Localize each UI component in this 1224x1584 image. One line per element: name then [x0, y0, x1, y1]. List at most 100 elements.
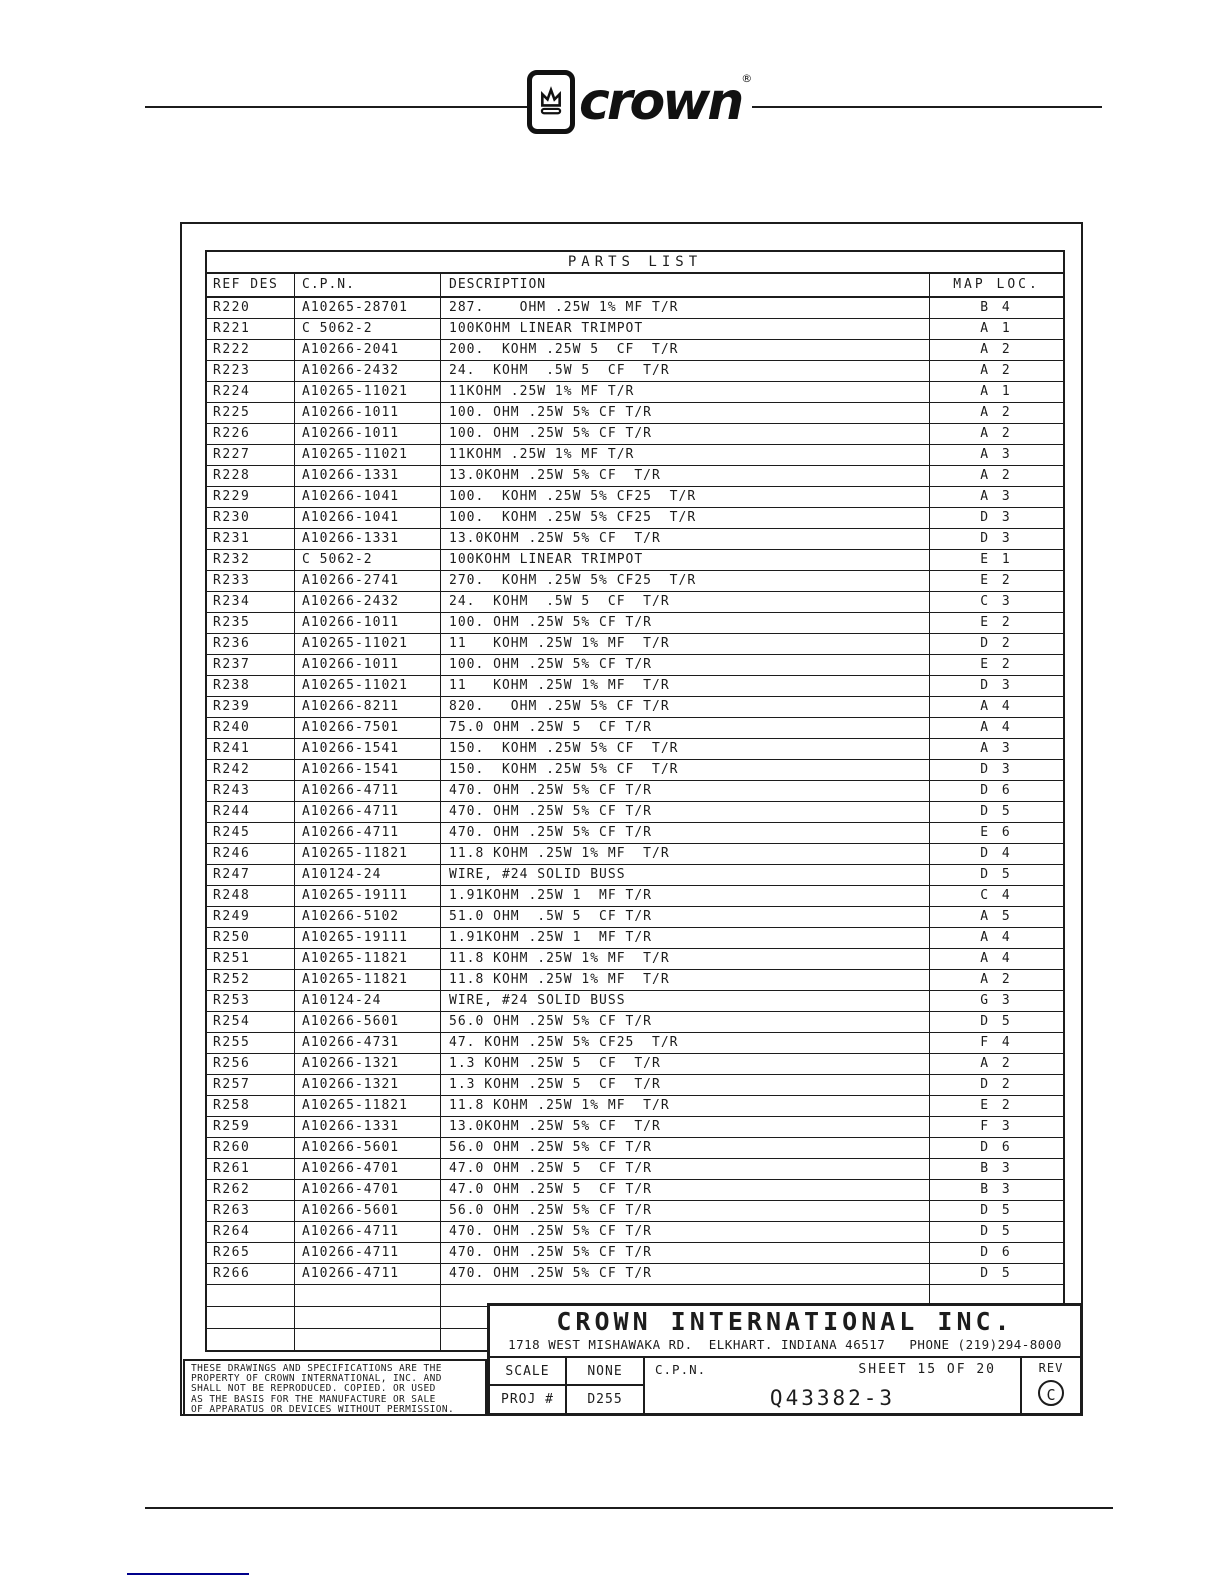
table-cell: R243: [213, 783, 251, 798]
company-address: 1718 WEST MISHAWAKA RD. ELKHART. INDIANA…: [490, 1336, 1080, 1358]
link-underline[interactable]: [127, 1573, 249, 1575]
table-cell: C 3: [929, 592, 1063, 612]
table-cell: 150. KOHM .25W 5% CF T/R: [440, 760, 929, 780]
table-cell: A10124-24: [294, 991, 440, 1011]
table-cell: R225: [213, 405, 251, 420]
table-cell: R252: [213, 972, 251, 987]
table-row: R237 A10266-1011 100. OHM .25W 5% CF T/R E …: [207, 655, 1063, 676]
sheet-number: SHEET 15 OF 20: [858, 1362, 996, 1377]
table-cell: A 2: [929, 466, 1063, 486]
table-cell: WIRE, #24 SOLID BUSS: [440, 865, 929, 885]
table-row: R247 A10124-24 WIRE, #24 SOLID BUSS D 5: [207, 865, 1063, 886]
table-cell: A10265-11021: [294, 445, 440, 465]
column-header-cpn: C.P.N.: [294, 274, 440, 296]
table-cell: R229: [213, 489, 251, 504]
table-cell: A10266-1041: [294, 487, 440, 507]
table-row: R230 A10266-1041 100. KOHM .25W 5% CF25 T/…: [207, 508, 1063, 529]
table-row: R224 A10265-11021 11KOHM .25W 1% MF T/R A 1: [207, 382, 1063, 403]
table-cell: A10265-11821: [294, 949, 440, 969]
table-cell: R220: [213, 300, 251, 315]
table-cell: A10266-2041: [294, 340, 440, 360]
table-cell: 11.8 KOHM .25W 1% MF T/R: [440, 949, 929, 969]
table-cell: R234: [213, 594, 251, 609]
table-cell: [440, 1285, 929, 1306]
table-cell: 47.0 OHM .25W 5 CF T/R: [440, 1180, 929, 1200]
cpn-label: C.P.N.: [655, 1362, 707, 1377]
table-cell: A10266-1321: [294, 1054, 440, 1074]
table-row: R243 A10266-4711 470. OHM .25W 5% CF T/R D …: [207, 781, 1063, 802]
disclaimer-line: OF APPARATUS OR DEVICES WITHOUT PERMISSI…: [191, 1403, 455, 1415]
cpn-area: C.P.N. SHEET 15 OF 20 Q43382-3: [645, 1358, 1020, 1413]
table-title: PARTS LIST: [207, 252, 1063, 274]
table-cell: 11 KOHM .25W 1% MF T/R: [440, 676, 929, 696]
table-cell: R244: [213, 804, 251, 819]
table-cell: [929, 1285, 1063, 1306]
table-row: R223 A10266-2432 24. KOHM .5W 5 CF T/R A 2: [207, 361, 1063, 382]
table-row: R253 A10124-24 WIRE, #24 SOLID BUSS G 3: [207, 991, 1063, 1012]
table-cell: 47. KOHM .25W 5% CF25 T/R: [440, 1033, 929, 1053]
table-cell: D 6: [929, 1243, 1063, 1263]
table-cell: 200. KOHM .25W 5 CF T/R: [440, 340, 929, 360]
table-row: R228 A10266-1331 13.0KOHM .25W 5% CF T/R A …: [207, 466, 1063, 487]
table-cell: A10266-4701: [294, 1180, 440, 1200]
table-cell: R262: [213, 1182, 251, 1197]
table-cell: 470. OHM .25W 5% CF T/R: [440, 1264, 929, 1284]
table-row: R242 A10266-1541 150. KOHM .25W 5% CF T/R D…: [207, 760, 1063, 781]
table-cell: 287. OHM .25W 1% MF T/R: [440, 298, 929, 318]
table-cell: R241: [213, 741, 251, 756]
table-cell: 24. KOHM .5W 5 CF T/R: [440, 361, 929, 381]
table-cell: 51.0 OHM .5W 5 CF T/R: [440, 907, 929, 927]
column-header-description: DESCRIPTION: [440, 274, 929, 296]
rev-value-circled: C: [1038, 1380, 1064, 1406]
table-cell: A10266-5601: [294, 1012, 440, 1032]
table-cell: R224: [213, 384, 251, 399]
scale-value: NONE: [587, 1363, 623, 1379]
table-cell: 56.0 OHM .25W 5% CF T/R: [440, 1201, 929, 1221]
table-cell: [294, 1329, 440, 1350]
table-cell: R239: [213, 699, 251, 714]
footer-rule: [145, 1507, 1113, 1509]
header-rule-right: [752, 106, 1102, 108]
table-cell: A10266-1541: [294, 760, 440, 780]
table-cell: 270. KOHM .25W 5% CF25 T/R: [440, 571, 929, 591]
table-row: R225 A10266-1011 100. OHM .25W 5% CF T/R A …: [207, 403, 1063, 424]
table-cell: A10266-1541: [294, 739, 440, 759]
proj-row: PROJ # D255: [490, 1386, 643, 1413]
table-row: R233 A10266-2741 270. KOHM .25W 5% CF25 T/…: [207, 571, 1063, 592]
table-cell: A10266-4701: [294, 1159, 440, 1179]
table-cell: R248: [213, 888, 251, 903]
table-cell: A 5: [929, 907, 1063, 927]
table-cell: A10266-1041: [294, 508, 440, 528]
table-cell: D 6: [929, 1138, 1063, 1158]
table-row: R258 A10265-11821 11.8 KOHM .25W 1% MF T/R…: [207, 1096, 1063, 1117]
table-cell: A10266-5601: [294, 1201, 440, 1221]
table-cell: R253: [213, 993, 251, 1008]
disclaimer-line: SHALL NOT BE REPRODUCED. COPIED. OR USED: [191, 1383, 436, 1395]
table-cell: A10266-1011: [294, 403, 440, 423]
table-cell: R237: [213, 657, 251, 672]
table-row: R248 A10265-19111 1.91KOHM .25W 1 MF T/R C …: [207, 886, 1063, 907]
table-cell: A10266-2432: [294, 592, 440, 612]
table-row: R262 A10266-4701 47.0 OHM .25W 5 CF T/R B 3: [207, 1180, 1063, 1201]
table-cell: 56.0 OHM .25W 5% CF T/R: [440, 1138, 929, 1158]
table-cell: R259: [213, 1119, 251, 1134]
table-cell: 47.0 OHM .25W 5 CF T/R: [440, 1159, 929, 1179]
table-row: R246 A10265-11821 11.8 KOHM .25W 1% MF T/R…: [207, 844, 1063, 865]
table-cell: B 4: [929, 298, 1063, 318]
table-cell: R265: [213, 1245, 251, 1260]
table-row: R240 A10266-7501 75.0 OHM .25W 5 CF T/R A 4: [207, 718, 1063, 739]
table-cell: R240: [213, 720, 251, 735]
table-cell: C 4: [929, 886, 1063, 906]
table-cell: 11KOHM .25W 1% MF T/R: [440, 382, 929, 402]
table-cell: R260: [213, 1140, 251, 1155]
proj-value: D255: [587, 1392, 623, 1407]
table-cell: R257: [213, 1077, 251, 1092]
table-cell: A 4: [929, 718, 1063, 738]
table-cell: R236: [213, 636, 251, 651]
table-cell: R238: [213, 678, 251, 693]
table-cell: D 5: [929, 1012, 1063, 1032]
table-cell: A 2: [929, 1054, 1063, 1074]
table-row: R229 A10266-1041 100. KOHM .25W 5% CF25 T/…: [207, 487, 1063, 508]
table-cell: 13.0KOHM .25W 5% CF T/R: [440, 1117, 929, 1137]
table-cell: B 3: [929, 1180, 1063, 1200]
